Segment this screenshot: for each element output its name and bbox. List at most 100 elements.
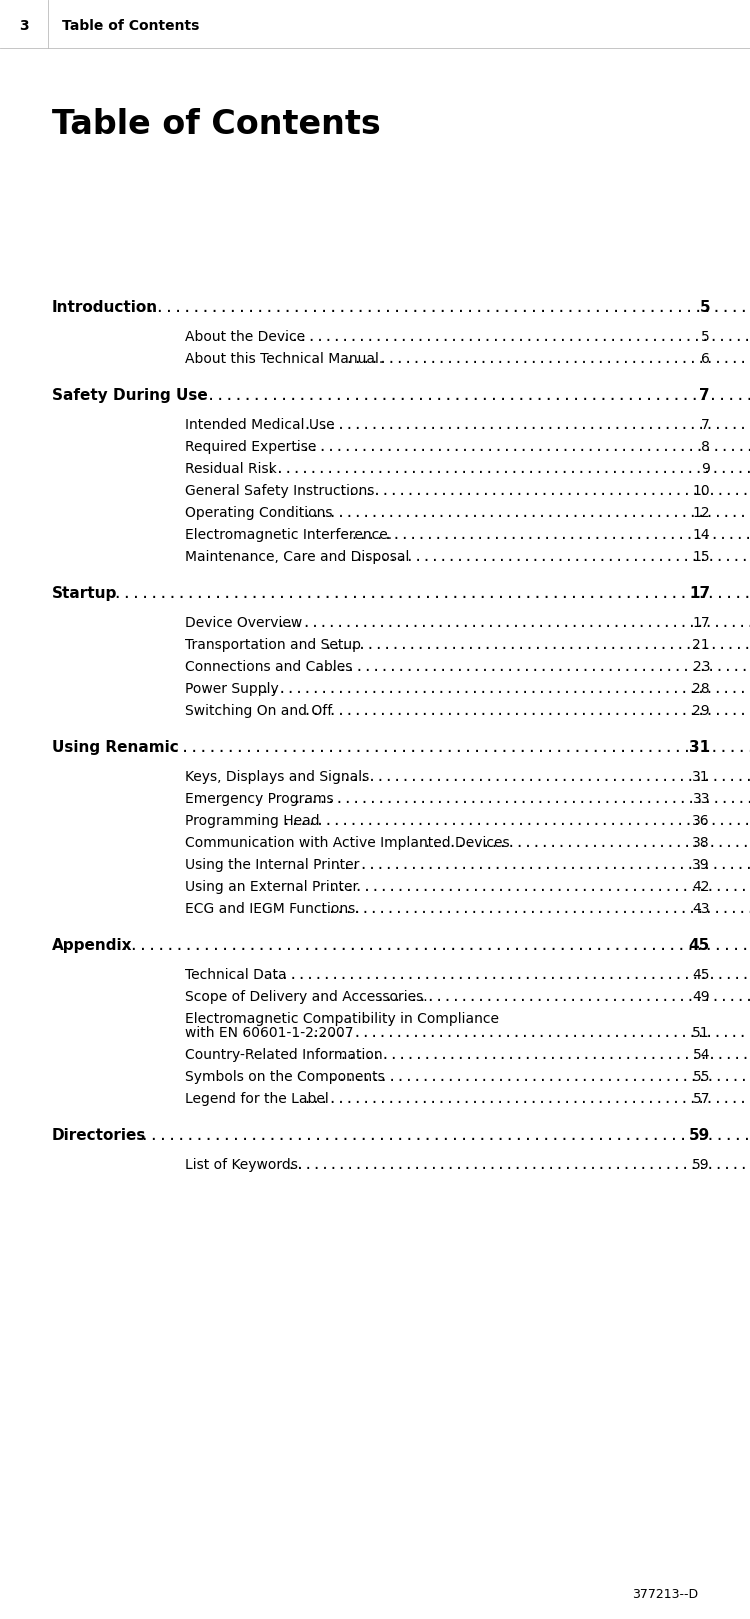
Text: Using Renamic: Using Renamic xyxy=(52,740,178,754)
Text: 28: 28 xyxy=(692,682,710,696)
Text: .............................................................: ........................................… xyxy=(326,771,750,784)
Text: 49: 49 xyxy=(692,989,710,1004)
Text: Transportation and Setup: Transportation and Setup xyxy=(185,638,361,652)
Text: 10: 10 xyxy=(692,484,710,499)
Text: .....................................................................: ........................................… xyxy=(280,1158,750,1172)
Text: 21: 21 xyxy=(692,638,710,652)
Text: 45: 45 xyxy=(692,968,710,983)
Text: General Safety Instructions: General Safety Instructions xyxy=(185,484,374,499)
Text: with EN 60601-1-2:2007: with EN 60601-1-2:2007 xyxy=(185,1026,353,1039)
Text: Using the Internal Printer: Using the Internal Printer xyxy=(185,858,359,873)
Text: Scope of Delivery and Accessories.: Scope of Delivery and Accessories. xyxy=(185,989,428,1004)
Text: .................................................................: ........................................… xyxy=(305,661,750,674)
Text: ................................................................................: ........................................… xyxy=(111,937,750,954)
Text: Table of Contents: Table of Contents xyxy=(52,108,381,141)
Text: .......................................................................: ........................................… xyxy=(269,615,750,630)
Text: ......................................................: ........................................… xyxy=(368,989,750,1004)
Text: 36: 36 xyxy=(692,814,710,827)
Text: Country-Related Information: Country-Related Information xyxy=(185,1047,382,1062)
Text: 17: 17 xyxy=(688,586,710,601)
Text: ................................................................: ........................................… xyxy=(310,902,750,916)
Text: Intended Medical Use: Intended Medical Use xyxy=(185,418,334,432)
Text: ......................................................................: ........................................… xyxy=(274,814,750,827)
Text: ..........................................................................: ........................................… xyxy=(304,1026,750,1039)
Text: .......................................................................: ........................................… xyxy=(264,968,750,983)
Text: 14: 14 xyxy=(692,528,710,542)
Text: 29: 29 xyxy=(692,704,710,717)
Text: .........................................................................: ........................................… xyxy=(259,461,750,476)
Text: Table of Contents: Table of Contents xyxy=(62,19,200,32)
Text: Appendix: Appendix xyxy=(52,937,133,954)
Text: Power Supply: Power Supply xyxy=(185,682,279,696)
Text: 17: 17 xyxy=(692,615,710,630)
Text: 33: 33 xyxy=(692,792,710,806)
Text: Symbols on the Components: Symbols on the Components xyxy=(185,1070,385,1085)
Text: Required Expertise: Required Expertise xyxy=(185,440,316,453)
Text: ................................................................................: ........................................… xyxy=(170,389,750,403)
Text: About the Device: About the Device xyxy=(185,330,305,343)
Text: 59: 59 xyxy=(692,1158,710,1172)
Text: 12: 12 xyxy=(692,507,710,520)
Text: 5: 5 xyxy=(699,300,710,316)
Text: ..........................................................: ........................................… xyxy=(347,550,750,563)
Text: ................................................................................: ........................................… xyxy=(104,586,750,601)
Text: ............................................................: ........................................… xyxy=(337,351,750,366)
Text: 55: 55 xyxy=(692,1070,710,1085)
Text: ..................................................................: ........................................… xyxy=(295,704,750,717)
Text: Switching On and Off: Switching On and Off xyxy=(185,704,332,717)
Text: ..........................................................: ........................................… xyxy=(342,528,750,542)
Text: Safety During Use: Safety During Use xyxy=(52,389,208,403)
Text: ..................................................................: ........................................… xyxy=(295,1091,750,1106)
Text: Legend for the Label: Legend for the Label xyxy=(185,1091,328,1106)
Text: 5: 5 xyxy=(701,330,710,343)
Text: 6: 6 xyxy=(701,351,710,366)
Text: 377213--D: 377213--D xyxy=(632,1588,698,1601)
Text: ..............................................: ........................................… xyxy=(415,835,750,850)
Text: .............................................................: ........................................… xyxy=(326,858,750,873)
Text: Directories: Directories xyxy=(52,1128,146,1143)
Text: Emergency Programs: Emergency Programs xyxy=(185,792,334,806)
Text: Operating Conditions: Operating Conditions xyxy=(185,507,332,520)
Text: Technical Data: Technical Data xyxy=(185,968,286,983)
Text: 57: 57 xyxy=(692,1091,710,1106)
Text: 39: 39 xyxy=(692,858,710,873)
Text: Programming Head: Programming Head xyxy=(185,814,320,827)
Text: ..............................................................: ........................................… xyxy=(321,881,750,894)
Text: ............................................................: ........................................… xyxy=(332,1047,750,1062)
Text: ................................................................................: ........................................… xyxy=(130,1128,750,1143)
Text: 38: 38 xyxy=(692,835,710,850)
Text: ECG and IEGM Functions.: ECG and IEGM Functions. xyxy=(185,902,360,916)
Text: 51: 51 xyxy=(692,1026,710,1039)
Text: 54: 54 xyxy=(692,1047,710,1062)
Text: 15: 15 xyxy=(692,550,710,563)
Text: 7: 7 xyxy=(701,418,710,432)
Text: ................................................................................: ........................................… xyxy=(137,300,750,316)
Text: 3: 3 xyxy=(20,19,28,32)
Text: Electromagnetic Compatibility in Compliance: Electromagnetic Compatibility in Complia… xyxy=(185,1012,499,1026)
Text: 23: 23 xyxy=(692,661,710,674)
Text: 59: 59 xyxy=(688,1128,710,1143)
Text: .......................................................................: ........................................… xyxy=(274,330,750,343)
Text: 9: 9 xyxy=(701,461,710,476)
Text: List of Keywords.: List of Keywords. xyxy=(185,1158,302,1172)
Text: 7: 7 xyxy=(699,389,710,403)
Text: ..................................................................: ........................................… xyxy=(295,507,750,520)
Text: ..............................................................: ........................................… xyxy=(321,1070,750,1085)
Text: ...............................................................: ........................................… xyxy=(316,638,750,652)
Text: Using an External Printer: Using an External Printer xyxy=(185,881,358,894)
Text: Maintenance, Care and Disposal: Maintenance, Care and Disposal xyxy=(185,550,410,563)
Text: Introduction: Introduction xyxy=(52,300,158,316)
Text: 31: 31 xyxy=(688,740,710,754)
Text: ............................................................: ........................................… xyxy=(332,484,750,499)
Text: .....................................................................: ........................................… xyxy=(284,440,750,453)
Text: Keys, Displays and Signals: Keys, Displays and Signals xyxy=(185,771,369,784)
Text: About this Technical Manual.: About this Technical Manual. xyxy=(185,351,383,366)
Text: 8: 8 xyxy=(701,440,710,453)
Text: Communication with Active Implanted Devices: Communication with Active Implanted Devi… xyxy=(185,835,510,850)
Text: Connections and Cables: Connections and Cables xyxy=(185,661,352,674)
Text: Electromagnetic Interference.: Electromagnetic Interference. xyxy=(185,528,392,542)
Text: ................................................................................: ........................................… xyxy=(144,740,750,754)
Text: Residual Risk: Residual Risk xyxy=(185,461,277,476)
Text: Device Overview: Device Overview xyxy=(185,615,302,630)
Text: Startup: Startup xyxy=(52,586,117,601)
